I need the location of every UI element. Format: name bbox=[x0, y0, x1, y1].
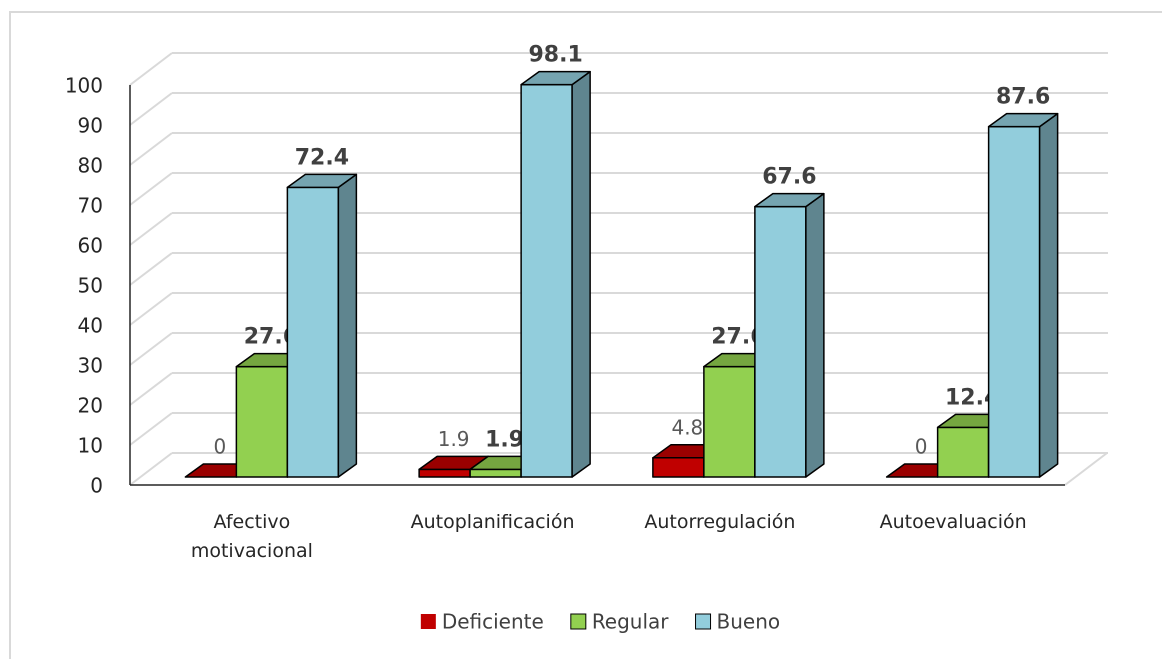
bar bbox=[520, 70, 591, 478]
y-tick-label: 60 bbox=[78, 234, 103, 258]
x-tick-label: Autoplanificación bbox=[410, 511, 575, 533]
x-tick-label-box: Autoevaluación bbox=[843, 508, 1063, 537]
grid-line-side bbox=[129, 252, 173, 286]
grid-line-side bbox=[129, 332, 173, 366]
y-tick-label: 100 bbox=[65, 74, 103, 98]
x-tick-label: Afectivo motivacional bbox=[190, 511, 313, 562]
value-label: 4.8 bbox=[671, 415, 703, 439]
y-tick-label: 0 bbox=[90, 474, 103, 498]
value-label: 0 bbox=[214, 435, 227, 459]
bar-side bbox=[337, 173, 358, 478]
bar-front bbox=[469, 468, 522, 478]
y-tick-label: 20 bbox=[78, 394, 103, 418]
y-tick-label: 40 bbox=[78, 314, 103, 338]
bar-front bbox=[652, 457, 705, 478]
legend-swatch bbox=[695, 613, 712, 630]
legend-label: Bueno bbox=[717, 610, 781, 634]
x-tick-label-box: Autoplanificación bbox=[376, 508, 596, 537]
grid-line-side bbox=[129, 452, 173, 486]
bar-side bbox=[1038, 112, 1059, 478]
bar-front bbox=[987, 125, 1041, 478]
bar bbox=[754, 192, 825, 478]
bar-top bbox=[987, 112, 1059, 128]
bar-front bbox=[703, 365, 756, 478]
bar bbox=[987, 112, 1059, 478]
value-label: 0 bbox=[915, 435, 928, 459]
legend-swatch bbox=[570, 613, 587, 630]
grid-line-side bbox=[129, 172, 173, 206]
grid-line-side bbox=[129, 92, 173, 126]
x-tick-label-box: Afectivo motivacional bbox=[142, 508, 362, 566]
bar bbox=[286, 173, 358, 478]
bar-front bbox=[418, 468, 471, 478]
bar-side bbox=[571, 70, 591, 478]
bar-front bbox=[286, 186, 340, 478]
grid-line-side bbox=[129, 132, 173, 166]
bar-side bbox=[805, 192, 825, 478]
value-label: 1.9 bbox=[438, 427, 470, 451]
y-tick-label: 30 bbox=[78, 354, 103, 378]
value-label: 67.6 bbox=[762, 165, 816, 190]
y-tick-label: 10 bbox=[78, 434, 103, 458]
value-label: 72.4 bbox=[295, 145, 349, 170]
x-tick-label: Autoevaluación bbox=[879, 511, 1027, 533]
value-label: 87.6 bbox=[996, 85, 1050, 110]
bar-front bbox=[754, 205, 807, 478]
y-tick-label: 50 bbox=[78, 274, 103, 298]
grid-line-side bbox=[129, 412, 173, 446]
grid-line-side bbox=[129, 212, 173, 246]
bar-top bbox=[520, 70, 591, 86]
y-tick-label: 90 bbox=[78, 114, 103, 138]
y-tick-label: 80 bbox=[78, 154, 103, 178]
y-tick-label: 70 bbox=[78, 194, 103, 218]
bar-front bbox=[520, 83, 573, 478]
legend-swatch bbox=[420, 614, 436, 629]
x-tick-label: Autorregulación bbox=[644, 511, 796, 533]
legend-label: Deficiente bbox=[442, 610, 544, 634]
grid-line-side bbox=[129, 372, 173, 406]
bar-front bbox=[235, 365, 289, 478]
value-label: 1.9 bbox=[485, 427, 524, 452]
floor-right bbox=[1064, 452, 1108, 486]
x-tick-label-box: Autorregulación bbox=[609, 508, 829, 537]
value-label: 98.1 bbox=[528, 43, 582, 68]
chart-frame bbox=[9, 11, 1162, 659]
grid-line-side bbox=[129, 292, 173, 326]
legend-label: Regular bbox=[592, 610, 669, 634]
bar-top bbox=[286, 173, 358, 189]
grid-line-side bbox=[129, 52, 173, 86]
bar-top bbox=[754, 192, 825, 208]
bar-front bbox=[936, 426, 990, 478]
